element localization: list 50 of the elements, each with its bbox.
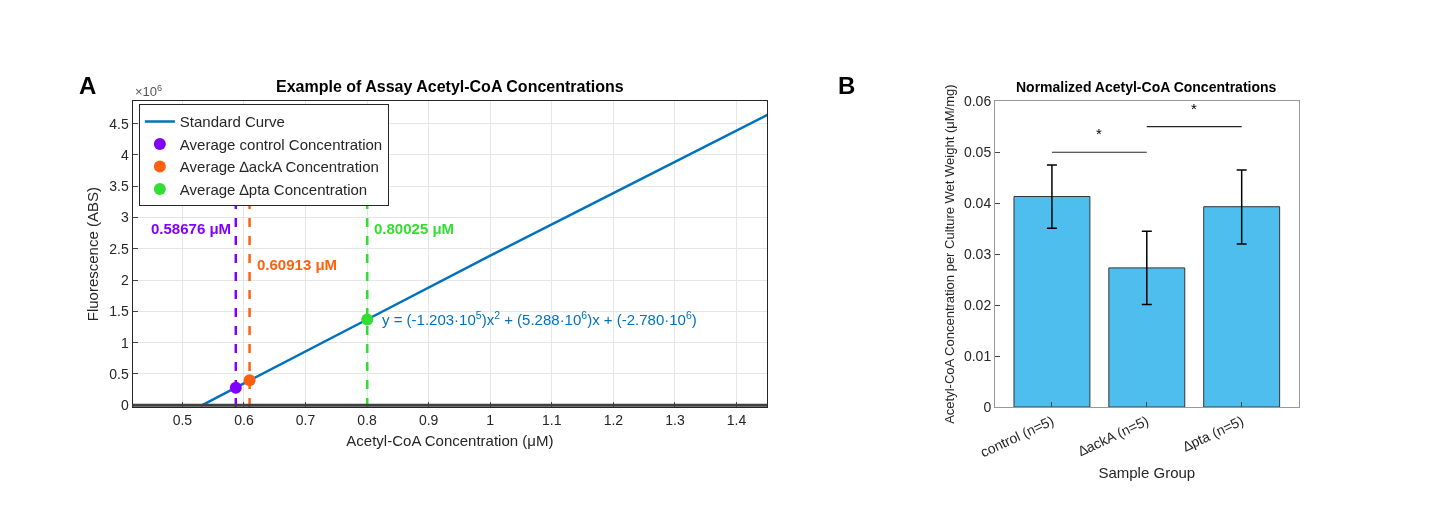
y-tick-label: 0.03	[963, 246, 992, 263]
x-tick-label: 1.1	[542, 411, 562, 428]
ref-line-label: 0.58676 μM	[151, 220, 232, 237]
x-tick-label: 1.4	[726, 411, 747, 428]
x-tick-label: 0.6	[234, 411, 254, 428]
y-tick-label: 2	[120, 271, 129, 288]
y-tick-label: 0.04	[963, 195, 992, 212]
y-tick-label: 0	[120, 397, 129, 414]
y-tick-label: 4.5	[109, 115, 129, 132]
annotation: *	[1096, 125, 1102, 142]
y-tick-label: 0	[983, 398, 992, 415]
text: A	[79, 72, 97, 99]
ref-line-label: 0.80025 μM	[374, 220, 455, 237]
y-tick-label: 4	[120, 146, 129, 163]
y-tick-label: 0.06	[963, 93, 992, 110]
legend-label: Average control Concentration	[179, 135, 383, 153]
legend-label: Average ∆ackA Concentration	[179, 158, 379, 176]
x-axis-title: Sample Group	[1098, 464, 1196, 482]
text: y = (-1.203·10$^{5}$)x$^{2}$ + (5.288·10$^{6}$)x + (-2.780·10$^{6}$)	[382, 309, 697, 329]
bar	[1203, 206, 1281, 408]
x-axis-title: Acetyl-CoA Concentration (μM)	[346, 431, 554, 449]
x-tick-label: 0.7	[295, 411, 316, 428]
y-tick-label: 0.01	[963, 348, 992, 364]
y-axis-title: Acetyl-CoA Concentration per Culture Wet Weight (μM/mg)	[941, 84, 957, 424]
y-tick-label: 1.5	[109, 303, 129, 320]
point	[361, 313, 374, 326]
y-tick-label: 1	[120, 334, 129, 351]
legend-label: Standard Curve	[179, 113, 285, 131]
x-tick-label: 0.8	[357, 411, 378, 428]
bar	[1108, 267, 1186, 408]
annotation: *	[1191, 100, 1197, 117]
y-tick-label: 0.02	[963, 297, 992, 314]
x-tick-label: 0.9	[418, 411, 439, 428]
ref-line-label: 0.60913 μM	[257, 256, 338, 273]
text: B	[838, 72, 856, 99]
chart-title: Normalized Acetyl-CoA Concentrations	[1016, 79, 1277, 95]
x-tick-label: 1	[486, 411, 495, 428]
y-tick-label: 3.5	[109, 178, 129, 195]
x-tick-label: 1.2	[603, 411, 624, 428]
x-tick-label: 1.3	[665, 411, 685, 428]
text: ×10$^{6}$	[135, 83, 163, 100]
y-axis-title: Fluorescence (ABS)	[84, 187, 102, 322]
y-tick-label: 0.05	[963, 144, 992, 161]
y-tick-label: 2.5	[109, 240, 129, 257]
chart-title: Example of Assay Acetyl-CoA Concentrations	[276, 78, 624, 95]
legend-label: Average ∆pta Concentration	[179, 180, 368, 198]
x-tick-label: 0.5	[172, 411, 193, 428]
y-tick-label: 3	[120, 209, 129, 226]
bar	[1013, 196, 1091, 408]
y-tick-label: 0.5	[109, 365, 129, 382]
